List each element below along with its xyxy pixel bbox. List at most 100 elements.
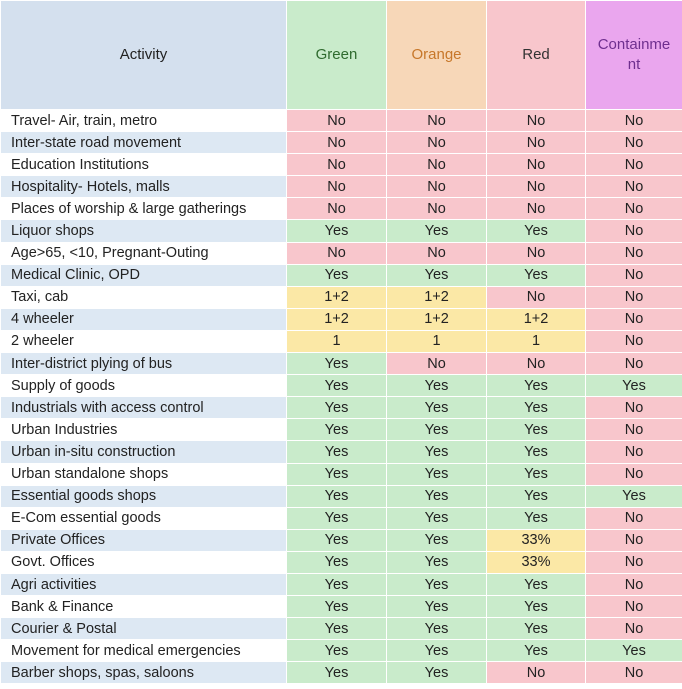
table-row: Movement for medical emergencies Yes Yes Ye…	[0, 639, 682, 663]
containment-zone-cell: No	[585, 108, 682, 133]
green-zone-cell: No	[286, 175, 387, 199]
table-row: Liquor shops Yes Yes Yes No	[0, 219, 682, 243]
red-zone-cell: Yes	[486, 440, 586, 464]
red-zone-cell: No	[486, 285, 586, 309]
activity-label: Movement for medical emergencies	[0, 639, 287, 663]
activity-label: Supply of goods	[0, 374, 287, 398]
orange-zone-cell: No	[386, 153, 487, 177]
green-zone-cell: Yes	[286, 418, 387, 442]
red-zone-cell: 1	[486, 329, 586, 354]
red-zone-cell: Yes	[486, 484, 586, 508]
green-zone-cell: Yes	[286, 462, 387, 486]
green-zone-cell: Yes	[286, 617, 387, 641]
green-zone-cell: Yes	[286, 352, 387, 376]
containment-zone-cell: Yes	[585, 639, 682, 663]
activity-label: Medical Clinic, OPD	[0, 263, 287, 287]
green-zone-cell: Yes	[286, 219, 387, 243]
green-zone-cell: Yes	[286, 639, 387, 663]
table-row: Industrials with access control Yes Yes Yes…	[0, 396, 682, 420]
table-row: Barber shops, spas, saloons Yes Yes No No	[0, 661, 682, 685]
orange-zone-cell: Yes	[386, 418, 487, 442]
activity-label: Private Offices	[0, 528, 287, 552]
table-row: Inter-district plying of bus Yes No No No	[0, 352, 682, 376]
red-zone-cell: Yes	[486, 374, 586, 398]
table-row: Inter-state road movement No No No No	[0, 131, 682, 155]
green-zone-cell: No	[286, 131, 387, 155]
table-row: Urban Industries Yes Yes Yes No	[0, 418, 682, 442]
orange-zone-cell: Yes	[386, 595, 487, 619]
containment-zone-cell: No	[585, 175, 682, 199]
activity-label: Urban standalone shops	[0, 462, 287, 486]
red-zone-cell: No	[486, 131, 586, 155]
table-row: Bank & Finance Yes Yes Yes No	[0, 595, 682, 619]
orange-zone-cell: Yes	[386, 484, 487, 508]
table-row: Essential goods shops Yes Yes Yes Yes	[0, 484, 682, 508]
activity-label: Urban in-situ construction	[0, 440, 287, 464]
table-row: Hospitality- Hotels, malls No No No No	[0, 175, 682, 199]
table-row: Govt. Offices Yes Yes 33% No	[0, 550, 682, 574]
orange-zone-cell: No	[386, 352, 487, 376]
green-zone-cell: No	[286, 153, 387, 177]
activity-label: 2 wheeler	[0, 329, 287, 354]
green-zone-cell: No	[286, 197, 387, 221]
orange-zone-cell: Yes	[386, 219, 487, 243]
green-zone-cell: Yes	[286, 572, 387, 597]
containment-zone-cell: No	[585, 595, 682, 619]
header-activity: Activity	[0, 0, 287, 110]
containment-zone-cell: Yes	[585, 374, 682, 398]
red-zone-cell: Yes	[486, 572, 586, 597]
activity-label: Industrials with access control	[0, 396, 287, 420]
activity-label: Barber shops, spas, saloons	[0, 661, 287, 685]
activity-label: Liquor shops	[0, 219, 287, 243]
activity-label: Places of worship & large gatherings	[0, 197, 287, 221]
red-zone-cell: 33%	[486, 550, 586, 574]
table-row: 2 wheeler 1 1 1 No	[0, 329, 682, 354]
table-row: Supply of goods Yes Yes Yes Yes	[0, 374, 682, 398]
red-zone-cell: Yes	[486, 595, 586, 619]
table-row: Urban standalone shops Yes Yes Yes No	[0, 462, 682, 486]
table-row: Taxi, cab 1+2 1+2 No No	[0, 285, 682, 309]
red-zone-cell: Yes	[486, 462, 586, 486]
activity-label: Agri activities	[0, 572, 287, 597]
header-green-zone: Green	[286, 0, 387, 110]
containment-zone-cell: No	[585, 197, 682, 221]
orange-zone-cell: Yes	[386, 572, 487, 597]
table-row: Age>65, <10, Pregnant-Outing No No No No	[0, 241, 682, 265]
table-row: Urban in-situ construction Yes Yes Yes No	[0, 440, 682, 464]
green-zone-cell: Yes	[286, 550, 387, 574]
table-body: Travel- Air, train, metro No No No No Inter-s…	[0, 108, 682, 685]
containment-zone-cell: No	[585, 440, 682, 464]
red-zone-cell: Yes	[486, 263, 586, 287]
containment-zone-cell: No	[585, 661, 682, 685]
green-zone-cell: No	[286, 241, 387, 265]
orange-zone-cell: Yes	[386, 550, 487, 574]
containment-zone-cell: No	[585, 462, 682, 486]
activity-label: Education Institutions	[0, 153, 287, 177]
orange-zone-cell: Yes	[386, 639, 487, 663]
containment-zone-cell: No	[585, 241, 682, 265]
table-row: Agri activities Yes Yes Yes No	[0, 572, 682, 597]
activity-label: Inter-district plying of bus	[0, 352, 287, 376]
activity-label: Govt. Offices	[0, 550, 287, 574]
activity-label: 4 wheeler	[0, 307, 287, 331]
red-zone-cell: Yes	[486, 396, 586, 420]
containment-zone-cell: No	[585, 263, 682, 287]
orange-zone-cell: 1+2	[386, 307, 487, 331]
green-zone-cell: Yes	[286, 263, 387, 287]
green-zone-cell: Yes	[286, 506, 387, 530]
green-zone-cell: Yes	[286, 440, 387, 464]
activity-label: Age>65, <10, Pregnant-Outing	[0, 241, 287, 265]
containment-zone-cell: No	[585, 307, 682, 331]
containment-zone-cell: No	[585, 329, 682, 354]
red-zone-cell: No	[486, 108, 586, 133]
orange-zone-cell: No	[386, 108, 487, 133]
green-zone-cell: No	[286, 108, 387, 133]
table-row: Medical Clinic, OPD Yes Yes Yes No	[0, 263, 682, 287]
header-orange-zone: Orange	[386, 0, 487, 110]
orange-zone-cell: No	[386, 131, 487, 155]
containment-zone-cell: No	[585, 153, 682, 177]
orange-zone-cell: Yes	[386, 506, 487, 530]
orange-zone-cell: Yes	[386, 528, 487, 552]
green-zone-cell: 1+2	[286, 285, 387, 309]
